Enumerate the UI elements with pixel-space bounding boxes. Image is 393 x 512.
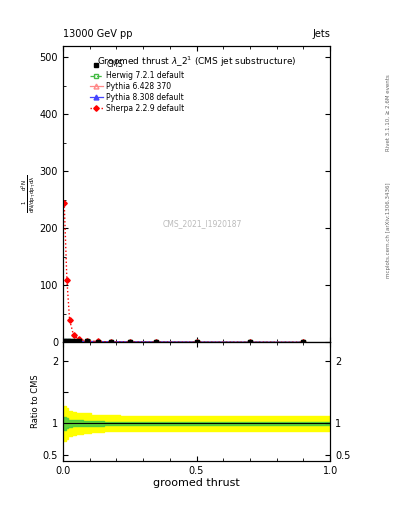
CMS bbox=[77, 338, 81, 345]
Pythia 6.428 370 bbox=[64, 338, 69, 344]
Herwig 7.2.1 default bbox=[64, 338, 69, 344]
Line: Pythia 6.428 370: Pythia 6.428 370 bbox=[62, 339, 306, 345]
Herwig 7.2.1 default bbox=[108, 338, 113, 345]
CMS bbox=[62, 338, 66, 344]
Sherpa 2.2.9 default bbox=[77, 336, 81, 343]
CMS bbox=[154, 339, 159, 345]
CMS bbox=[64, 338, 69, 344]
X-axis label: groomed thrust: groomed thrust bbox=[153, 478, 240, 488]
Text: 13000 GeV pp: 13000 GeV pp bbox=[63, 29, 132, 39]
Sherpa 2.2.9 default bbox=[64, 276, 69, 283]
Sherpa 2.2.9 default bbox=[62, 200, 66, 206]
Pythia 6.428 370 bbox=[77, 338, 81, 345]
Sherpa 2.2.9 default bbox=[84, 338, 89, 344]
Pythia 6.428 370 bbox=[71, 338, 76, 344]
Pythia 6.428 370 bbox=[194, 339, 199, 345]
Pythia 8.308 default bbox=[194, 339, 199, 345]
Herwig 7.2.1 default bbox=[95, 338, 100, 345]
Herwig 7.2.1 default bbox=[62, 338, 66, 344]
Text: Jets: Jets bbox=[312, 29, 330, 39]
CMS bbox=[248, 339, 252, 345]
Pythia 8.308 default bbox=[64, 338, 69, 344]
Text: Groomed thrust $\lambda\_2^1$ (CMS jet substructure): Groomed thrust $\lambda\_2^1$ (CMS jet s… bbox=[97, 55, 296, 69]
Text: Rivet 3.1.10, ≥ 2.6M events: Rivet 3.1.10, ≥ 2.6M events bbox=[386, 74, 391, 151]
CMS bbox=[108, 338, 113, 345]
Pythia 6.428 370 bbox=[67, 338, 72, 344]
Sherpa 2.2.9 default bbox=[248, 339, 252, 346]
CMS bbox=[71, 338, 76, 344]
CMS bbox=[301, 339, 306, 346]
Sherpa 2.2.9 default bbox=[95, 338, 100, 345]
Pythia 6.428 370 bbox=[154, 339, 159, 345]
Pythia 6.428 370 bbox=[84, 338, 89, 345]
Text: mcplots.cern.ch [arXiv:1306.3436]: mcplots.cern.ch [arXiv:1306.3436] bbox=[386, 183, 391, 278]
Pythia 6.428 370 bbox=[127, 339, 132, 345]
Pythia 6.428 370 bbox=[95, 338, 100, 345]
Herwig 7.2.1 default bbox=[154, 339, 159, 345]
Pythia 6.428 370 bbox=[108, 338, 113, 345]
Pythia 8.308 default bbox=[127, 339, 132, 345]
Pythia 6.428 370 bbox=[62, 338, 66, 344]
Herwig 7.2.1 default bbox=[77, 338, 81, 345]
Pythia 8.308 default bbox=[67, 338, 72, 344]
Pythia 8.308 default bbox=[108, 338, 113, 345]
Line: Pythia 8.308 default: Pythia 8.308 default bbox=[62, 339, 306, 345]
CMS bbox=[84, 338, 89, 345]
CMS bbox=[127, 339, 132, 345]
Line: Herwig 7.2.1 default: Herwig 7.2.1 default bbox=[62, 339, 306, 345]
Pythia 8.308 default bbox=[248, 339, 252, 345]
Y-axis label: Ratio to CMS: Ratio to CMS bbox=[31, 375, 40, 429]
Sherpa 2.2.9 default bbox=[194, 339, 199, 345]
Pythia 8.308 default bbox=[84, 338, 89, 345]
CMS bbox=[194, 339, 199, 345]
Pythia 8.308 default bbox=[62, 338, 66, 344]
Pythia 6.428 370 bbox=[301, 339, 306, 346]
Herwig 7.2.1 default bbox=[67, 338, 72, 344]
Pythia 6.428 370 bbox=[248, 339, 252, 345]
Sherpa 2.2.9 default bbox=[301, 339, 306, 346]
Pythia 8.308 default bbox=[95, 338, 100, 345]
Text: CMS_2021_I1920187: CMS_2021_I1920187 bbox=[162, 219, 242, 228]
Pythia 8.308 default bbox=[301, 339, 306, 346]
Sherpa 2.2.9 default bbox=[127, 339, 132, 345]
Herwig 7.2.1 default bbox=[194, 339, 199, 345]
Pythia 8.308 default bbox=[71, 338, 76, 344]
Herwig 7.2.1 default bbox=[84, 338, 89, 345]
CMS bbox=[67, 338, 72, 344]
Line: Sherpa 2.2.9 default: Sherpa 2.2.9 default bbox=[62, 201, 305, 344]
Y-axis label: $\mathrm{\frac{1}{dN/dp_T}\frac{d^2N}{dp_T\,d\lambda}}$: $\mathrm{\frac{1}{dN/dp_T}\frac{d^2N}{dp… bbox=[19, 175, 37, 214]
Herwig 7.2.1 default bbox=[127, 339, 132, 345]
Sherpa 2.2.9 default bbox=[108, 339, 113, 345]
Pythia 8.308 default bbox=[77, 338, 81, 345]
CMS bbox=[95, 338, 100, 345]
Line: CMS: CMS bbox=[62, 339, 306, 345]
Herwig 7.2.1 default bbox=[248, 339, 252, 345]
Herwig 7.2.1 default bbox=[71, 338, 76, 344]
Sherpa 2.2.9 default bbox=[67, 316, 72, 323]
Sherpa 2.2.9 default bbox=[71, 332, 76, 338]
Legend: CMS, Herwig 7.2.1 default, Pythia 6.428 370, Pythia 8.308 default, Sherpa 2.2.9 : CMS, Herwig 7.2.1 default, Pythia 6.428 … bbox=[88, 59, 186, 115]
Pythia 8.308 default bbox=[154, 339, 159, 345]
Herwig 7.2.1 default bbox=[301, 339, 306, 346]
Sherpa 2.2.9 default bbox=[154, 339, 159, 345]
